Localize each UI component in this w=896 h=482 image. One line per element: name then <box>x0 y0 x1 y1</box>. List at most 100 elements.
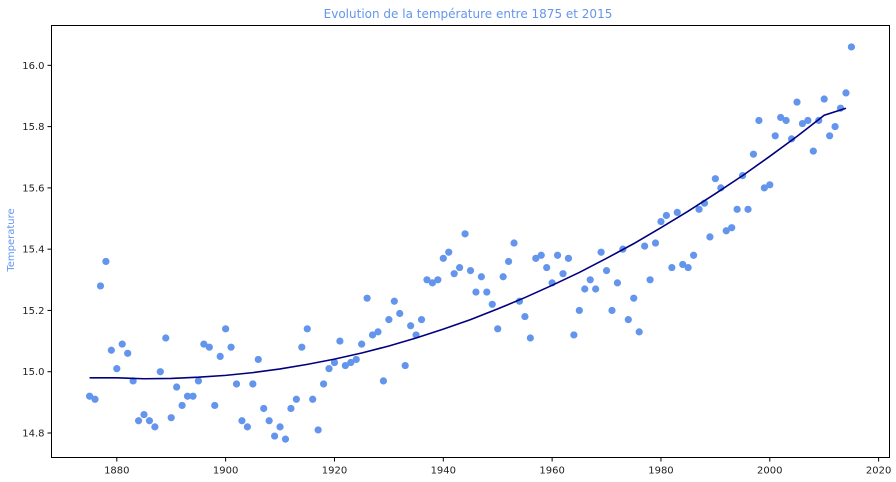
trend-line <box>89 107 847 380</box>
y-tick-label: 14.8 <box>22 428 44 439</box>
scatter-point <box>232 380 241 388</box>
scatter-point <box>787 135 796 143</box>
scatter-point <box>722 227 730 235</box>
scatter-point <box>771 132 779 140</box>
scatter-point <box>690 251 698 259</box>
x-tick-label: 1880 <box>104 466 129 477</box>
scatter-point <box>706 233 714 241</box>
scatter-point <box>532 254 540 262</box>
scatter-point <box>570 331 578 339</box>
scatter-point <box>423 276 431 284</box>
scatter-point <box>379 377 388 385</box>
scatter-point <box>445 248 453 256</box>
scatter-point <box>581 285 589 293</box>
x-tick-label: 1980 <box>648 466 673 477</box>
scatter-point <box>472 288 480 296</box>
scatter-point <box>809 147 817 155</box>
y-tick-label: 15.2 <box>22 306 44 317</box>
scatter-point <box>407 322 415 330</box>
scatter-point <box>113 365 121 373</box>
scatter-point <box>641 242 649 250</box>
scatter-point <box>826 132 834 140</box>
plot-frame <box>51 25 890 458</box>
scatter-point <box>134 417 143 425</box>
scatter-point <box>831 123 839 131</box>
scatter-point <box>477 273 485 281</box>
scatter-point <box>216 352 224 360</box>
scatter-point <box>401 361 409 370</box>
scatter-point <box>287 404 295 413</box>
y-tick-label: 15.8 <box>22 122 44 133</box>
scatter-point <box>368 331 377 339</box>
scatter-point <box>298 343 306 351</box>
scatter-point <box>396 309 404 318</box>
scatter-point <box>847 43 856 51</box>
scatter-point <box>711 175 719 183</box>
scatter-point <box>341 361 349 370</box>
scatter-point <box>657 217 665 226</box>
scatter-point <box>183 392 192 400</box>
y-axis-ticks: 14.8 15.0 15.2 15.4 15.6 15.8 16.0 <box>22 61 52 439</box>
scatter-point <box>417 316 426 324</box>
scatter-point <box>673 208 681 216</box>
scatter-point <box>374 328 382 336</box>
scatter-point <box>766 181 774 189</box>
scatter-point <box>151 423 159 431</box>
scatter-point <box>276 423 284 431</box>
scatter-point <box>679 260 687 269</box>
scatter-point <box>526 334 534 342</box>
scatter-point <box>760 184 768 192</box>
scatter-point <box>662 211 670 220</box>
scatter-point <box>243 423 251 431</box>
scatter-point <box>200 340 208 348</box>
scatter-point <box>173 383 181 391</box>
scatter-point <box>439 254 447 262</box>
scatter-point <box>330 358 339 367</box>
scatter-point <box>325 365 333 373</box>
scatter-point <box>352 355 360 364</box>
scatter-point <box>254 355 262 364</box>
x-tick-label: 2020 <box>866 466 891 477</box>
x-tick-label: 1920 <box>322 466 347 477</box>
scatter-point <box>635 328 643 336</box>
scatter-point <box>564 254 573 262</box>
x-axis-ticks: 1880 1900 1920 1940 1960 1980 2000 2020 <box>104 457 891 477</box>
scatter-point <box>249 380 257 388</box>
scatter-point <box>494 325 502 333</box>
scatter-point <box>222 325 230 333</box>
scatter-point <box>162 334 170 342</box>
scatter-point <box>118 340 126 348</box>
scatter-point <box>728 224 736 232</box>
scatter-point <box>456 263 464 272</box>
scatter-point <box>651 239 660 247</box>
scatter-point <box>592 285 600 293</box>
scatter-point <box>363 294 371 302</box>
scatter-point <box>575 306 583 315</box>
x-tick-label: 1940 <box>431 466 456 477</box>
scatter-point <box>466 267 475 275</box>
scatter-point <box>390 297 398 305</box>
scatter-point <box>602 267 611 275</box>
scatter-point <box>156 368 164 376</box>
scatter-point <box>434 276 442 284</box>
scatter-point <box>145 417 154 425</box>
scatter-points <box>85 43 856 443</box>
scatter-point <box>646 276 654 284</box>
scatter-point <box>488 300 496 308</box>
scatter-point <box>820 95 828 103</box>
y-tick-label: 15.6 <box>22 183 44 194</box>
x-tick-label: 1960 <box>539 466 564 477</box>
scatter-point <box>238 417 246 425</box>
scatter-point <box>260 404 268 413</box>
y-tick-label: 16.0 <box>22 61 44 72</box>
scatter-point <box>461 230 469 238</box>
scatter-point <box>194 377 203 385</box>
scatter-point <box>793 98 801 106</box>
y-tick-label: 15.0 <box>22 367 44 378</box>
scatter-point <box>755 116 763 125</box>
scatter-point <box>358 340 366 348</box>
scatter-point <box>450 270 458 278</box>
scatter-point <box>336 337 344 345</box>
scatter-point <box>102 257 110 266</box>
